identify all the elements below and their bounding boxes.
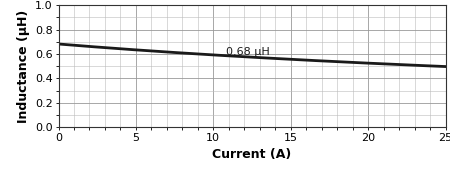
X-axis label: Current (A): Current (A): [212, 148, 292, 161]
Y-axis label: Inductance (μH): Inductance (μH): [17, 10, 30, 123]
Text: 0.68 μH: 0.68 μH: [226, 47, 270, 57]
